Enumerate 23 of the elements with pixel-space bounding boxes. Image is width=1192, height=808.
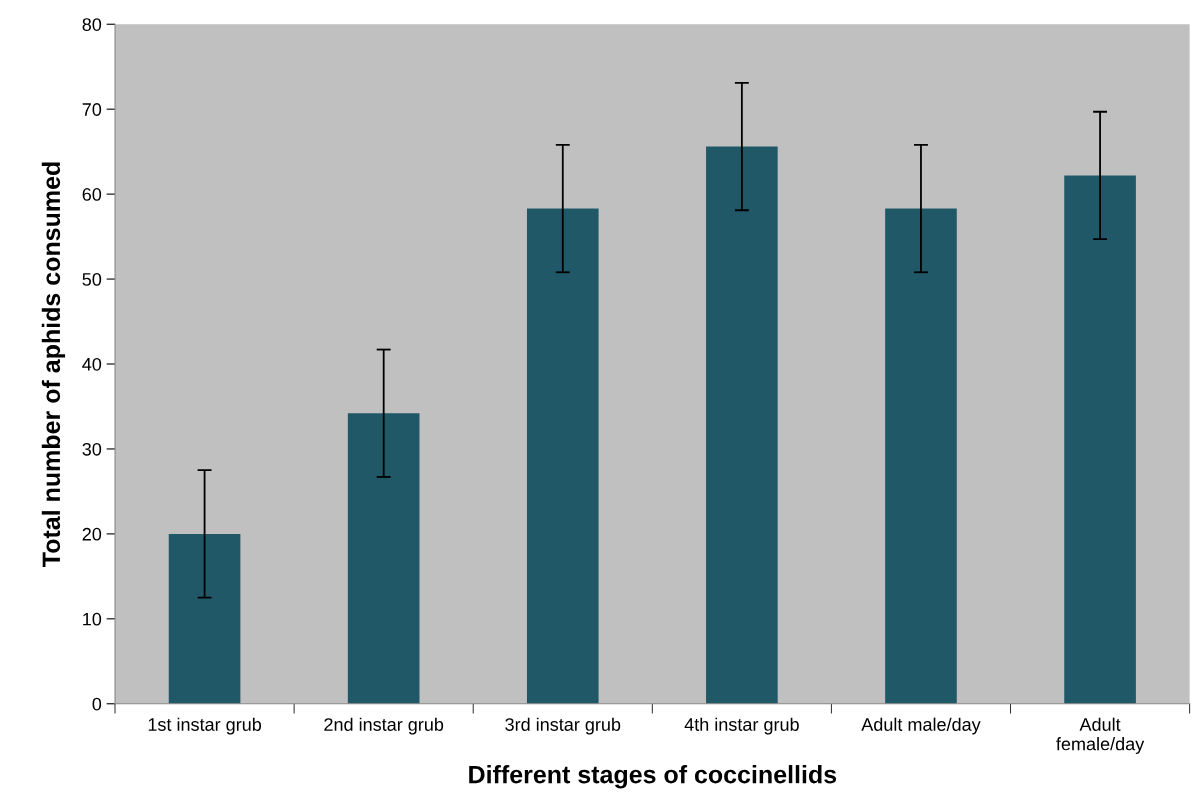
- y-tick-label: 40: [82, 357, 102, 371]
- x-tick-label: 3rd instar grub: [505, 717, 621, 735]
- bar: [1064, 175, 1136, 704]
- bar: [347, 413, 420, 704]
- bar: [885, 208, 957, 704]
- y-tick-label: 10: [83, 612, 102, 626]
- y-tick-label: 60: [82, 188, 102, 201]
- x-axis-title: Different stages of coccinellids: [469, 765, 837, 789]
- y-tick-label: 80: [82, 18, 102, 31]
- y-tick-label: 30: [82, 442, 102, 456]
- y-tick-label: 0: [92, 697, 102, 711]
- bar: [526, 208, 599, 704]
- x-tick-label: Adult male/day: [861, 717, 981, 735]
- y-tick-label: 70: [82, 103, 102, 116]
- y-tick-label: 20: [82, 527, 102, 541]
- x-tick-label: 4th instar grub: [684, 717, 799, 735]
- y-tick-label: 50: [82, 273, 102, 286]
- x-tick-label: Adult female/day: [1056, 717, 1145, 754]
- y-axis-title: Total number of aphids consumed: [41, 162, 66, 567]
- x-tick-label: 1st instar grub: [148, 717, 262, 735]
- bar: [168, 533, 241, 704]
- bar: [706, 146, 778, 704]
- x-tick-label: 2nd instar grub: [324, 717, 444, 735]
